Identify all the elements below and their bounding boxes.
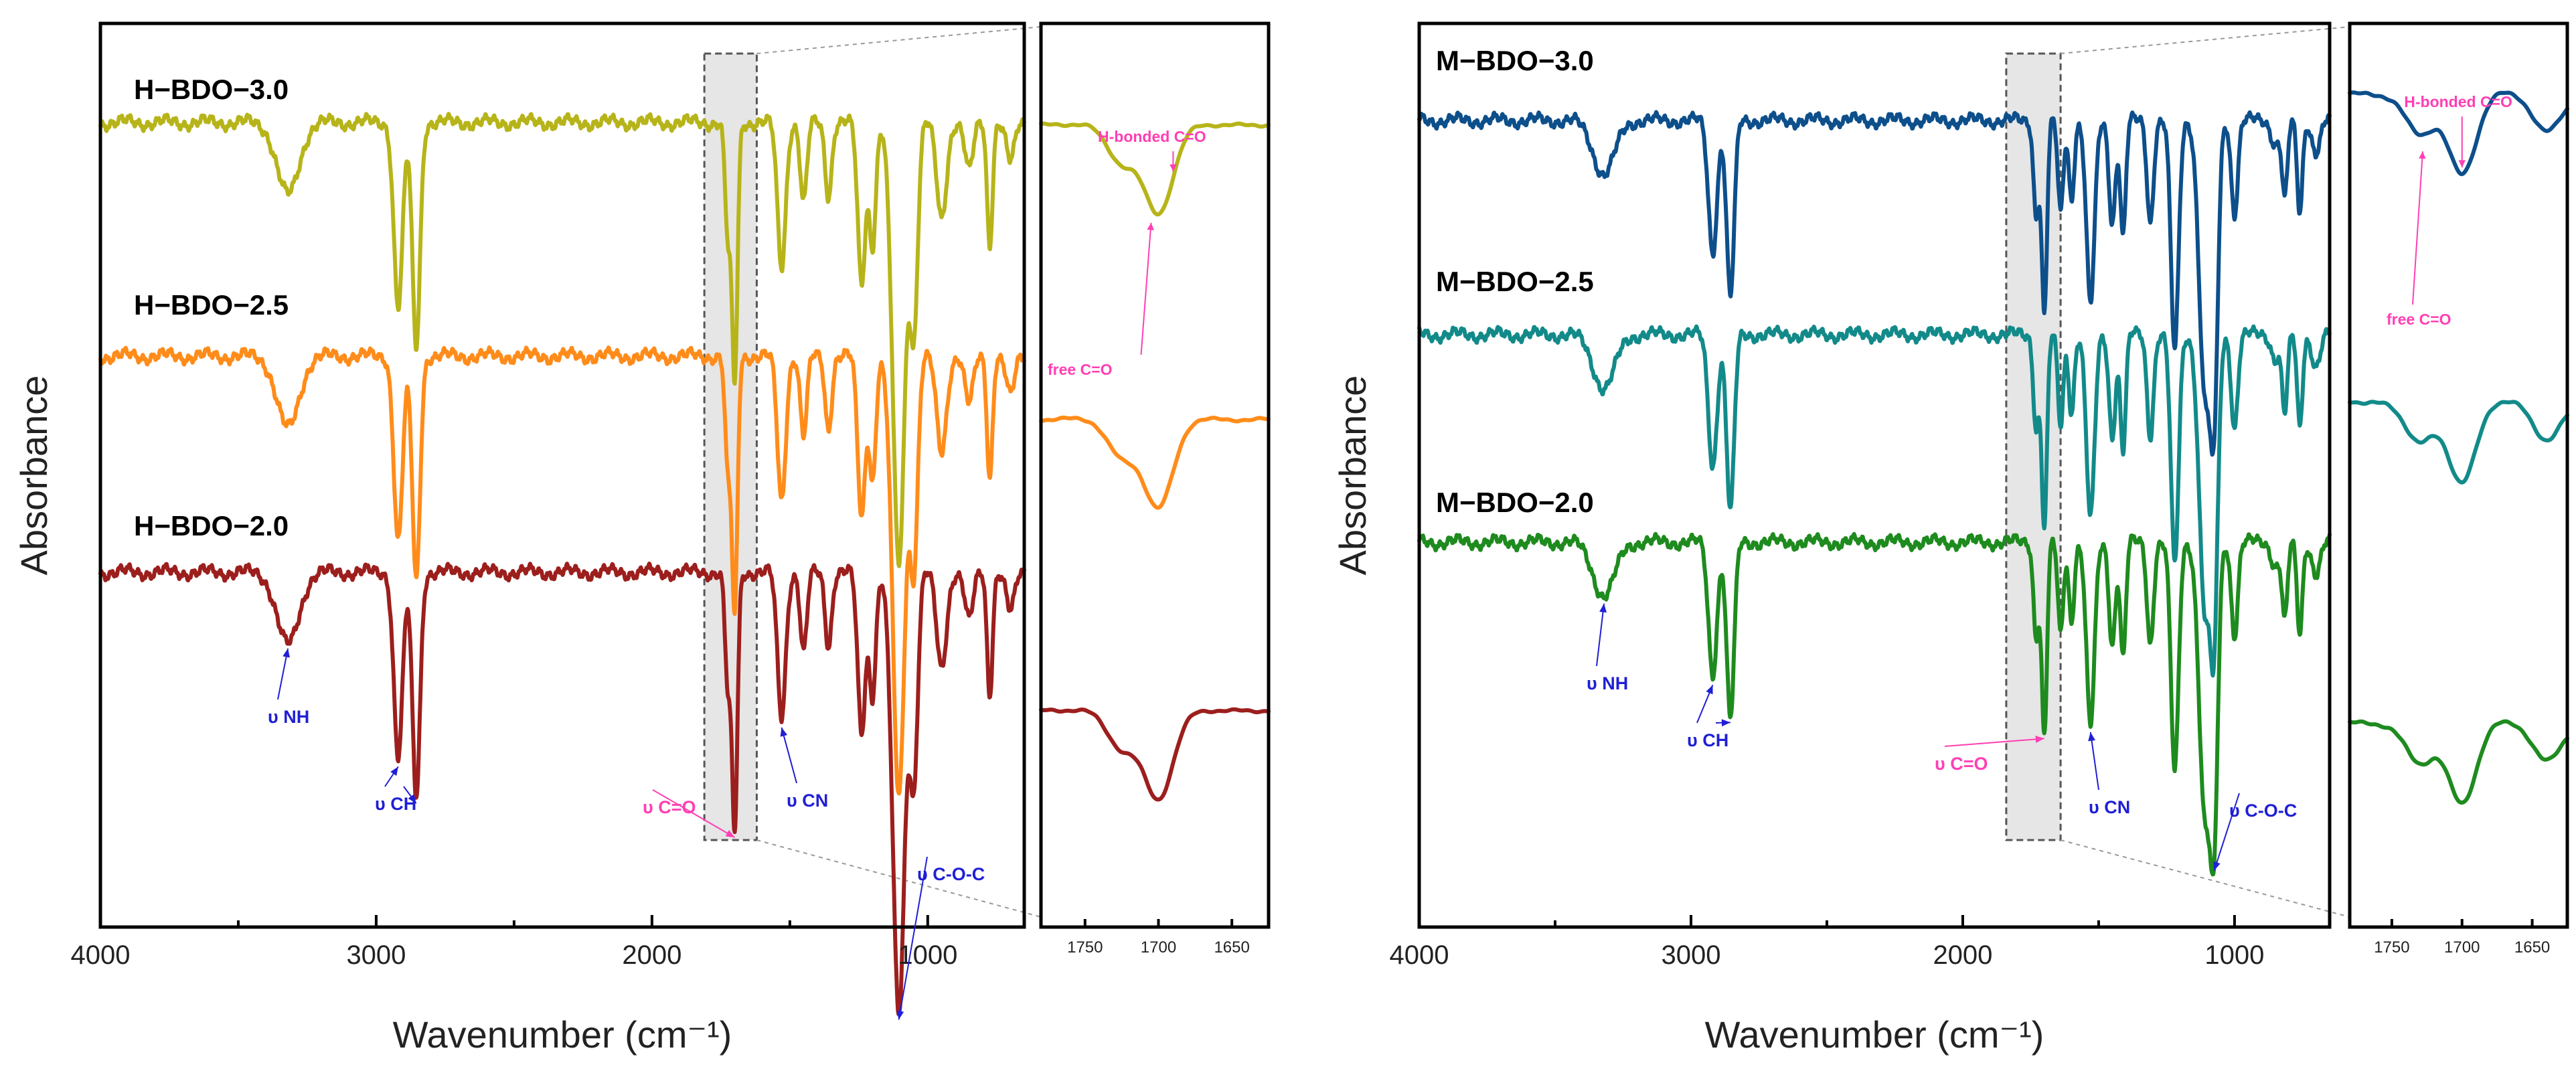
annotation-arrowhead bbox=[2213, 861, 2221, 871]
spectrum-line-H-0 bbox=[98, 112, 1026, 568]
annotation-label: υ CH bbox=[375, 794, 416, 814]
annotation-arrowhead bbox=[1706, 685, 1713, 695]
x-tick-label: 3000 bbox=[1661, 940, 1720, 970]
series-label: M−BDO−3.0 bbox=[1436, 45, 1594, 76]
annotation-arrowhead bbox=[1721, 719, 1730, 727]
inset-spectrum-line-M-1 bbox=[2348, 400, 2569, 485]
plot-frame bbox=[98, 21, 1026, 929]
inset-annotation-arrowhead bbox=[2458, 160, 2466, 168]
y-axis-title: Absorbance bbox=[1332, 376, 1374, 576]
spectrum-line-H-2 bbox=[98, 562, 1026, 1017]
inset-spectrum-line-M-2 bbox=[2348, 719, 2569, 805]
inset-frame bbox=[1039, 21, 1271, 929]
annotation-label: υ C=O bbox=[643, 797, 696, 817]
annotation-label: υ C-O-C bbox=[917, 864, 985, 884]
annotation-arrowhead bbox=[725, 829, 735, 838]
x-axis-title: Wavenumber (cm⁻¹) bbox=[1705, 1013, 2044, 1056]
inset-annotation-arrowhead bbox=[2419, 151, 2426, 159]
series-label: H−BDO−2.5 bbox=[134, 289, 289, 321]
annotation-arrow-line bbox=[1944, 738, 2044, 747]
spectrum-line-M-0 bbox=[1417, 110, 2332, 457]
annotation-arrowhead bbox=[283, 648, 290, 658]
zoom-guide-bottom bbox=[756, 839, 1042, 918]
inset-spectrum-line-H-1 bbox=[1039, 415, 1271, 510]
inset-spectrum-line-M-0 bbox=[2348, 90, 2569, 177]
inset-x-tick-label: 1700 bbox=[1141, 938, 1176, 957]
x-tick-label: 2000 bbox=[622, 940, 681, 970]
annotation-arrow-line bbox=[1596, 603, 1605, 667]
annotation-arrowhead bbox=[408, 794, 416, 804]
annotation-arrowhead bbox=[1599, 603, 1607, 613]
plot-frame bbox=[1417, 21, 2332, 929]
annotation-label: υ CH bbox=[1687, 730, 1728, 750]
annotation-arrow-line bbox=[2213, 793, 2240, 872]
series-label: H−BDO−3.0 bbox=[134, 74, 289, 105]
annotation-label: υ C=O bbox=[1935, 754, 1988, 774]
inset-x-tick-label: 1750 bbox=[1067, 938, 1103, 957]
annotation-arrow-line bbox=[277, 648, 289, 700]
x-tick-label: 2000 bbox=[1933, 940, 1992, 970]
inset-annotation-label: H-bonded C=O bbox=[2404, 93, 2512, 110]
panel-M: M−BDO−3.0 M−BDO−2.5 M−BDO−2.0 4000 3000 2000 1… bbox=[1332, 21, 2569, 1056]
zoom-guide-top bbox=[756, 26, 1042, 54]
spectrum-line-M-1 bbox=[1417, 324, 2332, 678]
zoom-guide-top bbox=[2060, 26, 2350, 54]
annotation-arrow-line bbox=[652, 789, 735, 838]
inset-annotation-label: free C=O bbox=[1048, 361, 1113, 378]
annotation-arrowhead bbox=[2035, 735, 2044, 743]
x-tick-label: 4000 bbox=[1390, 940, 1449, 970]
inset-annotation-arrowhead bbox=[1147, 222, 1154, 230]
inset-spectrum-line-H-2 bbox=[1039, 707, 1271, 802]
annotation-label: υ C-O-C bbox=[2229, 801, 2297, 821]
annotation-label: υ NH bbox=[1587, 673, 1628, 693]
spectrum-line-H-1 bbox=[98, 345, 1026, 796]
annotation-arrowhead bbox=[896, 1010, 904, 1020]
inset-annotation-label: H-bonded C=O bbox=[1098, 128, 1206, 145]
annotation-arrowhead bbox=[390, 766, 398, 776]
series-label: M−BDO−2.5 bbox=[1436, 266, 1594, 297]
annotation-arrowhead bbox=[2088, 732, 2095, 742]
inset-annotation-arrowhead bbox=[1170, 164, 1177, 172]
y-axis-title: Absorbance bbox=[13, 376, 55, 576]
x-axis-title: Wavenumber (cm⁻¹) bbox=[393, 1013, 732, 1056]
inset-frame bbox=[2348, 21, 2569, 929]
zoom-guide-bottom bbox=[2060, 839, 2350, 918]
annotation-arrow-line bbox=[2089, 732, 2099, 791]
inset-panel-M: 1750 1700 1650 H-bonded C=O free C=O bbox=[2348, 21, 2569, 957]
inset-annotation-arrow-line bbox=[1140, 222, 1152, 355]
inset-spectrum-line-H-0 bbox=[1039, 121, 1271, 217]
x-tick-label: 3000 bbox=[346, 940, 406, 970]
inset-annotation-arrow-line bbox=[2412, 151, 2424, 305]
x-tick-label: 4000 bbox=[71, 940, 131, 970]
annotation-arrowhead bbox=[780, 727, 788, 737]
series-label: H−BDO−2.0 bbox=[134, 510, 289, 542]
x-tick-label: 1000 bbox=[2204, 940, 2264, 970]
annotation-label: υ NH bbox=[268, 707, 309, 727]
annotation-arrow-line bbox=[781, 727, 797, 784]
inset-x-tick-label: 1750 bbox=[2374, 938, 2409, 957]
annotation-arrow-line bbox=[898, 856, 928, 1020]
annotation-label: υ CN bbox=[787, 791, 828, 811]
inset-x-tick-label: 1650 bbox=[1214, 938, 1249, 957]
series-label: M−BDO−2.0 bbox=[1436, 487, 1594, 518]
spectrum-line-M-2 bbox=[1417, 531, 2332, 877]
inset-x-tick-label: 1700 bbox=[2444, 938, 2480, 957]
panel-H: H−BDO−3.0 H−BDO−2.5 H−BDO−2.0 4000 3000 2000 1… bbox=[13, 21, 1271, 1056]
inset-annotation-label: free C=O bbox=[2387, 311, 2451, 328]
inset-panel-H: 1750 1700 1650 H-bonded C=O free C=O bbox=[1039, 21, 1271, 957]
x-tick-label: 1000 bbox=[898, 940, 957, 970]
annotation-label: υ CN bbox=[2089, 797, 2130, 817]
inset-x-tick-label: 1650 bbox=[2514, 938, 2550, 957]
